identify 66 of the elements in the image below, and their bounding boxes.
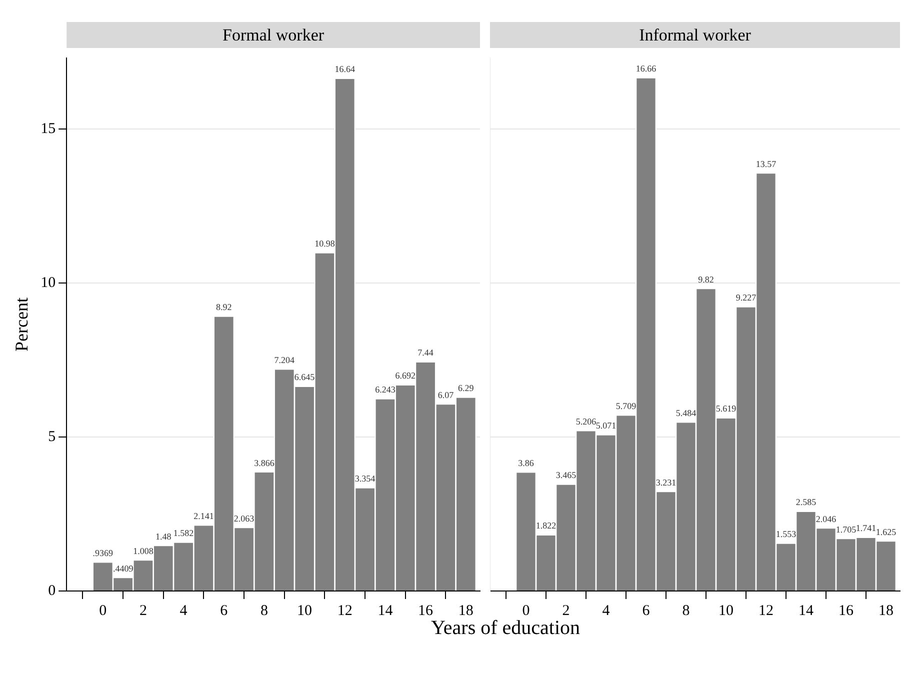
data-label: 1.705	[836, 524, 857, 534]
data-label: 1.822	[536, 520, 556, 531]
data-label: 16.66	[636, 64, 657, 74]
data-label: 3.354	[354, 474, 376, 484]
x-tick-label: 16	[838, 602, 854, 619]
data-label: 6.07	[438, 390, 454, 400]
data-label: 2.046	[816, 514, 837, 524]
x-tick-label: 16	[418, 602, 434, 619]
data-label: 9.227	[736, 292, 757, 303]
data-label: 1.553	[776, 529, 797, 540]
y-tick-label: 10	[40, 274, 56, 291]
data-label: 16.64	[334, 64, 356, 74]
data-label: 1.582	[173, 528, 194, 538]
x-tick-label: 4	[602, 602, 610, 619]
x-tick-label: 10	[297, 602, 312, 619]
data-label: .4409	[112, 563, 134, 574]
chart-title: Informal worker	[639, 25, 752, 44]
data-label: 3.465	[556, 470, 577, 480]
y-axis-title: Percent	[12, 298, 32, 352]
x-tick-label: 6	[642, 602, 650, 619]
x-tick-label: 6	[220, 602, 228, 619]
data-label: 7.204	[274, 354, 296, 365]
data-label: 1.008	[133, 546, 154, 556]
data-label: 5.071	[596, 420, 616, 431]
x-tick-label: 18	[458, 602, 474, 619]
data-label: 9.82	[698, 274, 714, 284]
y-tick-label: 15	[40, 120, 56, 137]
data-label: 5.619	[716, 404, 737, 414]
x-tick-label: 0	[99, 602, 107, 619]
data-label: 5.484	[676, 408, 697, 418]
y-tick-label: 0	[48, 582, 56, 599]
x-tick-label: 0	[522, 602, 530, 619]
x-axis-title: Years of education	[430, 617, 582, 640]
x-tick-label: 2	[139, 602, 147, 619]
data-label: 6.243	[375, 384, 396, 395]
data-label: .9369	[92, 548, 114, 558]
data-label: 2.063	[234, 513, 255, 524]
x-tick-label: 12	[337, 602, 352, 619]
x-tick-label: 10	[718, 602, 734, 619]
data-label: 6.29	[458, 383, 474, 394]
data-label: 13.57	[756, 158, 777, 169]
data-label: 6.645	[294, 372, 316, 382]
data-label: 3.866	[254, 458, 275, 468]
data-label: 7.44	[418, 348, 434, 358]
data-label: 6.692	[395, 370, 416, 381]
chart-title: Formal worker	[222, 25, 324, 44]
data-label: 3.231	[656, 477, 676, 488]
x-tick-label: 4	[180, 602, 188, 619]
data-label: 1.741	[856, 523, 876, 534]
data-label: 1.625	[876, 526, 897, 537]
data-label: 2.141	[194, 510, 214, 521]
x-tick-label: 12	[758, 602, 774, 619]
x-tick-label: 18	[878, 602, 894, 619]
data-label: 5.206	[576, 416, 597, 426]
data-label: 1.48	[156, 531, 172, 542]
y-tick-label: 5	[48, 428, 56, 445]
data-label: 3.86	[518, 458, 534, 468]
x-tick-label: 8	[260, 602, 268, 619]
data-label: 5.709	[616, 400, 637, 411]
x-tick-label: 14	[378, 602, 394, 619]
x-tick-label: 2	[562, 602, 570, 619]
x-tick-label: 8	[682, 602, 690, 619]
data-label: 2.585	[796, 497, 817, 508]
data-label: 8.92	[216, 302, 232, 312]
data-label: 10.98	[314, 238, 336, 249]
x-tick-label: 14	[798, 602, 814, 619]
